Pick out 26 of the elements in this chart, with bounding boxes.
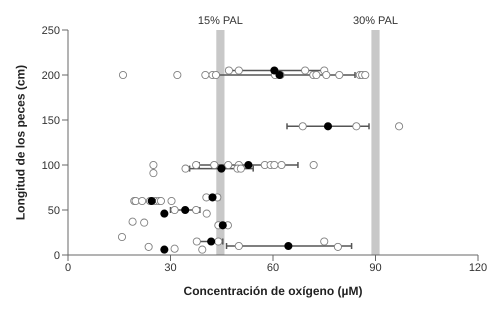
x-tick-label: 90 [369, 262, 382, 274]
point [207, 237, 216, 246]
y-tick-label: 0 [54, 250, 60, 262]
y-tick-label: 200 [42, 70, 60, 82]
x-tick-label: 120 [468, 262, 488, 274]
point [217, 164, 226, 173]
y-axis-title: Longitud de los peces (cm) [13, 64, 28, 220]
point [284, 242, 292, 250]
y-tick-label: 250 [42, 24, 60, 37]
x-axis-title: Concentración de oxígeno (µM) [184, 284, 362, 298]
point [181, 206, 190, 214]
point [208, 193, 217, 202]
x-tick-label: 0 [64, 262, 72, 274]
point [270, 66, 278, 75]
y-tick-label: 50 [48, 204, 60, 217]
x-tick-label: 60 [266, 262, 280, 274]
point [160, 246, 168, 254]
point [160, 210, 168, 218]
y-tick-label: 150 [42, 114, 60, 127]
band-label: 15% PAL [198, 15, 243, 27]
point [324, 122, 332, 130]
x-tick-label: 30 [164, 262, 177, 274]
point [218, 221, 227, 230]
y-tick-label: 100 [42, 160, 60, 172]
band-label: 30% PAL [352, 15, 398, 27]
point [244, 160, 252, 170]
